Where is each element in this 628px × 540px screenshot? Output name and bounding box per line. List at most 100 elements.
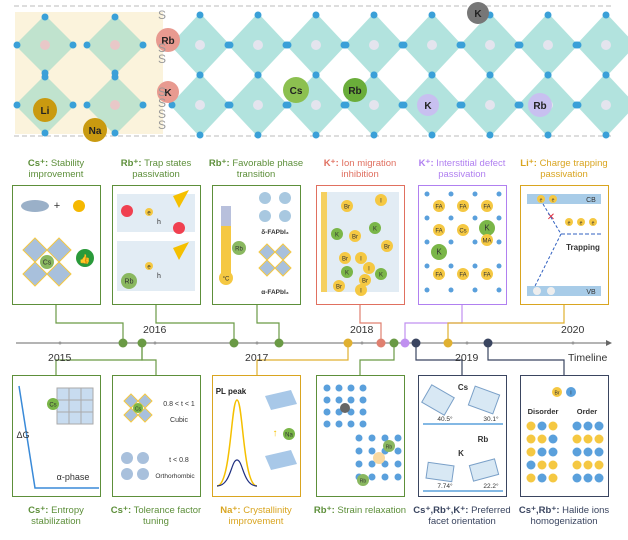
ion-name: Cs⁺: xyxy=(27,158,49,169)
connector xyxy=(404,305,463,343)
connector xyxy=(487,343,565,375)
effect-text: Entropy stabilization xyxy=(31,505,84,527)
halide-atom xyxy=(254,131,262,139)
halide-atom xyxy=(41,73,49,81)
atom xyxy=(548,460,558,470)
ion-k xyxy=(467,2,489,24)
atom xyxy=(572,434,582,444)
panel-text: Br xyxy=(342,257,348,263)
ion-label: Rb xyxy=(533,101,546,112)
halide-atom xyxy=(83,101,91,109)
halide-atom xyxy=(370,131,378,139)
halide-atom xyxy=(83,41,91,49)
atom xyxy=(347,384,355,392)
atom xyxy=(121,273,137,289)
bottom-panel-3: PL peak ↑ Na xyxy=(212,375,301,497)
milestone-dot xyxy=(274,338,284,348)
atom xyxy=(472,263,478,269)
connector xyxy=(155,305,235,343)
connector xyxy=(447,305,565,343)
halide-atom xyxy=(111,129,119,137)
top-panel-caption: Rb⁺: Favorable phase transition xyxy=(206,158,306,180)
atom xyxy=(479,220,495,236)
atom xyxy=(133,403,143,413)
atom xyxy=(572,473,582,483)
atom xyxy=(594,421,604,431)
atom xyxy=(457,268,469,280)
panel-text: PL peak xyxy=(216,387,247,396)
atom xyxy=(375,268,387,280)
ion-label: Rb xyxy=(161,36,174,47)
top-panel-caption: Rb⁺: Trap states passivation xyxy=(106,158,206,180)
pb-atom xyxy=(311,40,321,50)
effect-text: Stability improvement xyxy=(28,158,85,180)
atom xyxy=(583,473,593,483)
panel-text: °C xyxy=(223,277,230,283)
panel-text: Disorder xyxy=(528,407,559,416)
atom xyxy=(496,287,502,293)
atom xyxy=(448,287,454,293)
year-tick xyxy=(465,341,469,345)
atom xyxy=(137,452,149,464)
atom xyxy=(496,191,502,197)
halide-atom xyxy=(69,101,77,109)
panel-text: Rb xyxy=(386,445,393,451)
atom xyxy=(381,434,389,442)
atom xyxy=(335,420,343,428)
atom xyxy=(145,262,153,270)
panel-text: I xyxy=(570,391,571,397)
halide-atom xyxy=(370,71,378,79)
atom xyxy=(424,239,430,245)
atom xyxy=(565,218,573,226)
panel-text: FA xyxy=(435,205,442,211)
atom xyxy=(594,447,604,457)
year-tick xyxy=(58,341,62,345)
panel-text: Cs xyxy=(43,260,52,267)
atom xyxy=(496,239,502,245)
timeline-year-label: 2019 xyxy=(455,352,479,364)
panel-text: K xyxy=(335,233,339,239)
panel-text: K xyxy=(458,449,464,458)
panel-text: h xyxy=(157,219,161,226)
perovskite-structure-band: Li Na Rb K Cs Rb K K Rb xyxy=(13,2,628,142)
top-panel-1: + Cs 👍 xyxy=(12,185,101,305)
halide-atom xyxy=(41,13,49,21)
connector xyxy=(256,305,280,343)
atom xyxy=(355,460,363,468)
ion-name: Cs⁺,Rb⁺,K⁺: xyxy=(413,505,469,516)
atom xyxy=(433,200,445,212)
atom xyxy=(173,222,185,234)
atom xyxy=(496,215,502,221)
panel-text: + xyxy=(54,200,60,212)
atom xyxy=(335,396,343,404)
pb-atom xyxy=(601,40,611,50)
panel-text: Trapping xyxy=(566,243,600,252)
panel-text: VB xyxy=(586,289,596,296)
connector xyxy=(359,305,382,343)
ion-rb xyxy=(528,93,552,117)
atom xyxy=(548,421,558,431)
panel-text: Cs xyxy=(49,403,56,409)
atom xyxy=(548,434,558,444)
atom xyxy=(572,421,582,431)
atom xyxy=(363,262,375,274)
ion-name: K⁺: xyxy=(418,158,434,169)
atom xyxy=(76,249,94,267)
top-panel-caption: Li⁺: Charge trapping passivation xyxy=(514,158,614,180)
pb-atom xyxy=(311,100,321,110)
octahedron xyxy=(46,261,72,287)
connector xyxy=(359,343,395,375)
ion-label: K xyxy=(474,9,482,20)
bottom-panel-5: Cs 40.5° 30.1° Rb K 7.74° 22.2° xyxy=(418,375,507,497)
ion-label: Li xyxy=(41,106,50,117)
bottom-panel-4: Rb Rb xyxy=(316,375,405,497)
halide-atom xyxy=(342,101,350,109)
panel-text: Br xyxy=(336,285,342,291)
panel-text: Rb xyxy=(235,247,243,253)
effect-text: Preferred facet orientation xyxy=(428,505,511,527)
panel-text: I xyxy=(360,257,362,263)
ion-name: Cs⁺: xyxy=(28,505,49,516)
panel-text: e xyxy=(540,198,543,204)
atom xyxy=(431,244,447,260)
halide-atom xyxy=(458,41,466,49)
